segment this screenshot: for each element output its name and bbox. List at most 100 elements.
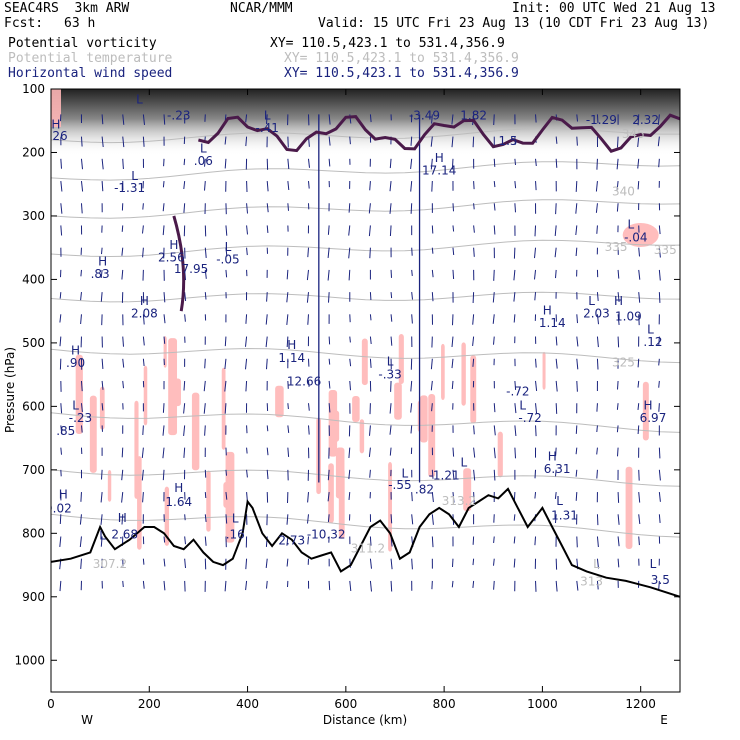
wind-arrow: [369, 114, 372, 123]
wind-arrow: [411, 292, 413, 300]
wind-arrow: [327, 492, 330, 502]
wind-arrow: [513, 269, 516, 281]
wind-arrow: [349, 336, 351, 343]
wind-arrow: [575, 181, 578, 192]
wind-arrow: [535, 380, 538, 391]
wind-arrow: [638, 292, 641, 303]
wind-arrow: [327, 225, 330, 235]
wind-arrow: [163, 536, 166, 543]
y-tick-label: 900: [22, 590, 45, 604]
wind-arrow: [348, 203, 351, 213]
wind-arrow: [472, 292, 475, 304]
wind-arrow: [287, 180, 290, 191]
contour-label: .85: [56, 424, 75, 438]
wind-arrow: [245, 114, 248, 123]
wind-arrow: [493, 336, 495, 345]
shade-streak: [625, 466, 633, 550]
east-label: E: [660, 713, 668, 727]
wind-arrow: [101, 158, 104, 170]
contour-label: H: [174, 481, 183, 495]
wind-arrow: [287, 425, 290, 433]
contour-label: -.72: [506, 385, 529, 399]
wind-arrow: [514, 180, 517, 189]
wind-arrow: [473, 447, 476, 458]
wind-arrow: [637, 403, 640, 410]
contour-label: -.33: [378, 367, 401, 381]
shade-streak: [275, 385, 284, 418]
wind-arrow: [514, 158, 516, 166]
contour-label: L: [72, 399, 79, 413]
wind-arrow: [555, 158, 558, 168]
shade-edge: [51, 89, 61, 128]
wind-arrow: [616, 180, 619, 191]
wind-arrow: [431, 403, 433, 412]
wind-arrow: [80, 269, 82, 277]
wind-arrow: [616, 158, 619, 170]
wind-arrow: [162, 225, 165, 236]
wind-arrow: [472, 314, 475, 325]
wind-arrow: [224, 380, 227, 392]
shade-streak: [206, 470, 211, 532]
wind-arrow: [122, 336, 124, 347]
wind-arrow: [286, 514, 289, 525]
theta-contours: [51, 128, 680, 538]
wind-arrow: [369, 314, 372, 321]
wind-arrow: [368, 447, 371, 457]
theta-contour: [51, 239, 680, 258]
wind-arrow: [307, 403, 310, 411]
wind-arrow: [245, 314, 248, 324]
wind-arrow: [493, 403, 496, 413]
wind-arrow: [349, 358, 352, 367]
wind-arrow: [101, 181, 104, 192]
plot-frame: [50, 88, 681, 693]
wind-arrow: [224, 336, 227, 347]
wind-arrow: [204, 514, 207, 522]
wind-arrow: [472, 136, 475, 148]
contour-label: -3.49: [409, 108, 440, 122]
wind-arrow: [266, 469, 269, 480]
wind-arrow: [596, 314, 599, 325]
contour-label: -1.31: [114, 181, 145, 195]
contour-label: L: [264, 108, 271, 122]
wind-arrow: [307, 380, 310, 387]
contour-label: L: [200, 141, 207, 155]
contour-label: L: [387, 355, 394, 369]
contour-label: H: [118, 511, 127, 525]
shade-streak: [352, 396, 360, 423]
wind-arrow: [246, 225, 248, 235]
shade-streak: [168, 338, 178, 436]
contour-label: H: [140, 294, 149, 308]
wind-arrow: [59, 536, 62, 547]
wind-arrow: [390, 514, 393, 524]
model-name: SEAC4RS 3km ARW: [4, 1, 130, 16]
contour-label: 340: [612, 185, 635, 199]
wind-arrow: [369, 247, 371, 259]
wind-arrow: [493, 558, 495, 566]
wind-arrow: [163, 114, 166, 125]
contour-label: H: [435, 151, 444, 165]
wind-arrow: [328, 292, 330, 303]
wind-arrow: [245, 136, 248, 147]
y-tick-label: 200: [22, 145, 45, 159]
wind-arrow: [451, 580, 454, 588]
wind-arrow: [266, 425, 269, 432]
wind-arrow: [472, 358, 475, 367]
wind-arrow: [534, 225, 537, 237]
wind-arrow: [101, 469, 103, 480]
wind-arrow: [637, 136, 640, 148]
forecast-hours: 63 h: [64, 16, 96, 31]
wind-arrow: [431, 181, 433, 192]
wind-arrow: [534, 269, 537, 280]
wind-arrow: [575, 492, 578, 501]
wind-arrow: [514, 447, 516, 459]
wind-arrow: [184, 558, 186, 569]
wind-arrow: [658, 225, 661, 235]
contour-label: -.41: [256, 121, 279, 135]
contour-label: 335: [654, 243, 677, 257]
wind-arrow: [287, 447, 290, 457]
wind-arrow: [410, 380, 413, 392]
wind-arrow: [349, 580, 352, 592]
wind-arrow: [59, 292, 62, 299]
wind-arrow: [617, 136, 619, 148]
wind-arrow: [80, 158, 83, 170]
